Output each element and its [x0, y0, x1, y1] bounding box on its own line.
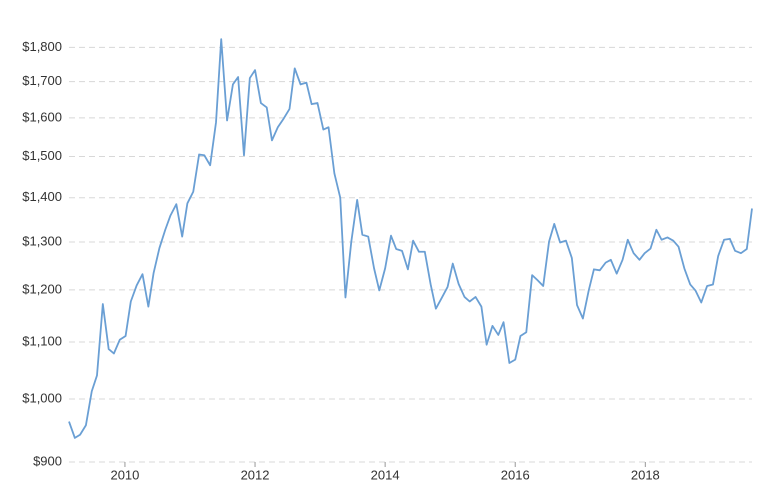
y-tick-label: $1,800: [22, 39, 62, 54]
y-tick-label: $1,400: [22, 189, 62, 204]
x-tick-label: 2012: [241, 467, 270, 482]
x-tick-label: 2018: [631, 467, 660, 482]
y-tick-label: $900: [33, 453, 62, 468]
x-tick-label: 2016: [501, 467, 530, 482]
y-tick-label: $1,000: [22, 390, 62, 405]
price-line: [68, 38, 753, 439]
y-tick-label: $1,700: [22, 73, 62, 88]
x-tick-label: 2010: [110, 467, 139, 482]
y-tick-label: $1,600: [22, 109, 62, 124]
y-tick-label: $1,100: [22, 333, 62, 348]
y-tick-label: $1,200: [22, 281, 62, 296]
y-tick-label: $1,500: [22, 148, 62, 163]
y-tick-label: $1,300: [22, 233, 62, 248]
x-tick-label: 2014: [371, 467, 400, 482]
